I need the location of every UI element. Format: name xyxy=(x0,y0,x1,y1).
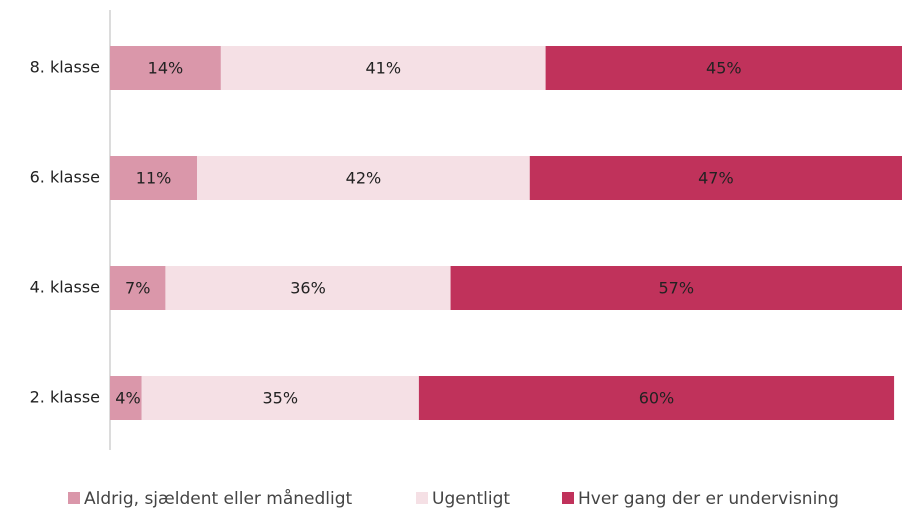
y-tick-label: 6. klasse xyxy=(30,168,100,187)
legend-swatch xyxy=(562,492,574,504)
bar-segment xyxy=(197,156,530,200)
bar-segment xyxy=(418,376,895,420)
bar-segment xyxy=(110,46,221,90)
legend-label: Hver gang der er undervisning xyxy=(578,489,839,509)
bar-segment xyxy=(450,266,902,310)
data-label: 41% xyxy=(365,59,401,78)
data-label: 14% xyxy=(148,59,184,78)
y-tick-label: 2. klasse xyxy=(30,388,100,407)
data-label: 36% xyxy=(290,279,326,298)
bar-segment xyxy=(141,376,419,420)
data-label: 47% xyxy=(698,169,734,188)
data-label: 7% xyxy=(125,279,150,298)
y-tick-label: 4. klasse xyxy=(30,278,100,297)
data-label: 57% xyxy=(658,279,694,298)
bar-segment xyxy=(110,266,166,310)
legend-swatch xyxy=(68,492,80,504)
bar-segment xyxy=(110,376,142,420)
bar-segment xyxy=(545,46,902,90)
data-label: 35% xyxy=(262,389,298,408)
legend-label: Ugentligt xyxy=(432,489,510,509)
data-label: 4% xyxy=(115,389,140,408)
data-label: 60% xyxy=(639,389,675,408)
data-label: 11% xyxy=(136,169,172,188)
data-label: 42% xyxy=(346,169,382,188)
bar-segment xyxy=(220,46,546,90)
bar-segment xyxy=(529,156,902,200)
y-tick-label: 8. klasse xyxy=(30,58,100,77)
legend-label: Aldrig, sjældent eller månedligt xyxy=(84,488,353,509)
bar-segment xyxy=(110,156,198,200)
data-label: 45% xyxy=(706,59,742,78)
bar-segment xyxy=(165,266,451,310)
legend-swatch xyxy=(416,492,428,504)
